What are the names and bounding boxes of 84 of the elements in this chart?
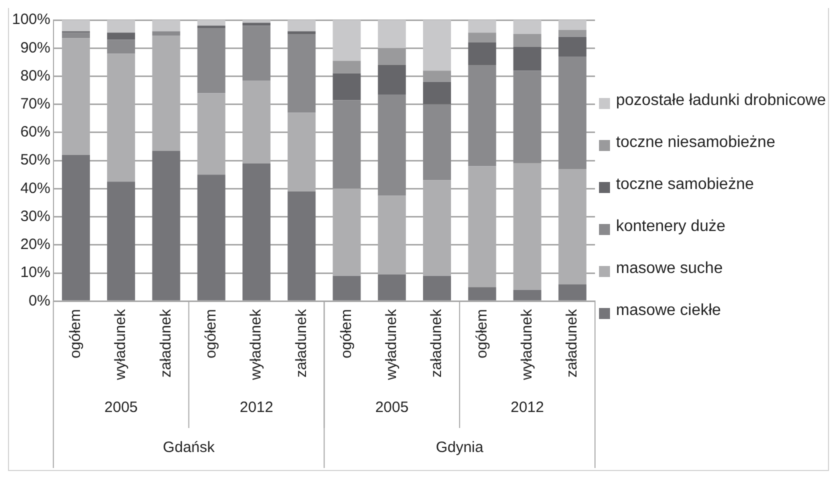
bar	[468, 32, 496, 42]
bar	[62, 32, 90, 38]
bar	[242, 163, 270, 300]
y-tick-label: 60%	[20, 124, 50, 141]
x-tick-label: ogółem	[67, 309, 84, 358]
bar	[423, 276, 452, 300]
x-tick-label: załadunek	[428, 308, 446, 378]
x-tick-label: wyładunek	[112, 308, 130, 382]
bar	[378, 274, 406, 300]
bar	[197, 26, 226, 28]
y-tick-label: 0%	[28, 292, 50, 310]
bar	[468, 287, 496, 300]
legend-label: toczne niesamobieżne	[616, 133, 776, 153]
x-tick-label: wyładunek	[383, 308, 400, 382]
bar	[378, 94, 406, 196]
bar	[107, 20, 136, 33]
text: 2012	[510, 399, 544, 416]
bar	[197, 28, 226, 94]
bar	[197, 174, 226, 300]
legend-label: pozostałe ładunki drobnicowe	[616, 91, 826, 111]
text: 2012	[240, 399, 274, 416]
bar	[558, 36, 586, 57]
bar	[513, 70, 542, 164]
bar	[332, 100, 361, 189]
y-tick-label: 10%	[20, 264, 50, 282]
y-tick-label: 50%	[20, 152, 50, 169]
bar	[558, 56, 586, 169]
text: Gdańsk	[162, 439, 216, 456]
legend-label: toczne samobieżne	[616, 175, 754, 195]
bar	[513, 20, 542, 34]
bar	[152, 150, 180, 300]
x-tick-label: załadunek	[292, 308, 310, 378]
bar	[513, 46, 542, 71]
bar	[332, 276, 361, 300]
bar	[558, 20, 586, 30]
bar	[423, 20, 452, 71]
bar	[288, 20, 316, 32]
bar	[468, 64, 496, 166]
bar	[242, 20, 270, 23]
bar	[378, 64, 406, 94]
bar	[468, 42, 496, 65]
legend-label: kontenery duże	[616, 217, 726, 237]
bar	[423, 104, 452, 180]
bar	[152, 20, 180, 32]
bar	[558, 284, 586, 300]
y-tick-label: 30%	[20, 208, 50, 225]
bar	[332, 73, 361, 100]
y-tick-label: 70%	[20, 95, 50, 112]
bar	[197, 20, 226, 26]
x-tick-label: wyładunek	[248, 308, 265, 382]
y-tick-label: 80%	[20, 67, 50, 84]
y-tick-label: 90%	[20, 39, 50, 56]
bar	[288, 31, 316, 34]
bar	[107, 32, 136, 40]
bar	[513, 34, 542, 47]
text: Gdynia	[436, 439, 484, 456]
x-tick-label: wyładunek	[518, 308, 536, 382]
y-tick-label: 100%	[12, 11, 50, 28]
legend-label: masowe ciekłe	[616, 301, 721, 321]
x-tick-label: załadunek	[157, 308, 174, 378]
x-tick-label: ogółem	[338, 309, 355, 358]
y-tick-label: 20%	[20, 236, 50, 254]
bar	[558, 30, 586, 37]
bar	[107, 40, 136, 54]
bar	[288, 191, 316, 300]
bar	[332, 20, 361, 61]
bar	[62, 154, 90, 300]
bar	[62, 20, 90, 32]
bar	[332, 60, 361, 74]
bar	[107, 182, 136, 300]
bar	[468, 20, 496, 33]
text: 2005	[375, 399, 409, 416]
y-tick-label: 40%	[20, 180, 50, 197]
bar	[513, 290, 542, 300]
bar	[423, 82, 452, 104]
bar	[288, 34, 316, 113]
legend-label: masowe suche	[616, 259, 723, 279]
x-tick-label: załadunek	[564, 308, 581, 378]
text: 2005	[104, 399, 138, 416]
bar	[152, 31, 180, 36]
x-tick-label: ogółem	[202, 309, 220, 358]
bar	[242, 26, 270, 80]
bar	[378, 20, 406, 48]
x-tick-label: ogółem	[473, 309, 490, 358]
